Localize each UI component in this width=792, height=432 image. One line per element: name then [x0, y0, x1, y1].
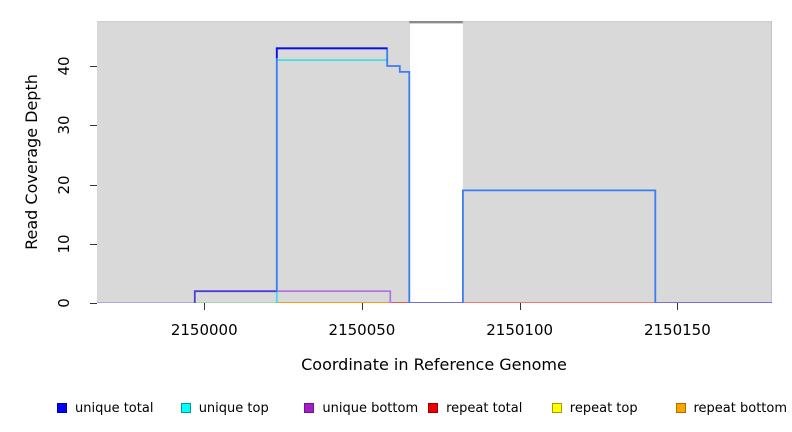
series-unique-bottom — [276, 290, 392, 303]
x-tick-mark — [677, 303, 679, 310]
legend-label: unique total — [75, 400, 154, 416]
y-tick-mark — [90, 303, 97, 304]
x-tick-mark — [204, 303, 206, 310]
y-tick-label: 30 — [55, 115, 73, 135]
legend-label: unique bottom — [322, 400, 419, 416]
legend-item-repeat-top: repeat top — [551, 400, 638, 416]
y-tick-label: 40 — [55, 56, 73, 76]
series-unique-total-low-step — [193, 290, 277, 303]
legend-label: repeat total — [446, 400, 523, 416]
legend-swatch-icon — [675, 403, 686, 413]
legend-swatch-icon — [304, 403, 315, 413]
series-coverage-right-block — [461, 189, 657, 303]
series-unique-total-peak — [275, 47, 388, 59]
x-tick-label: 2150100 — [486, 321, 554, 339]
legend-item-repeat-total: repeat total — [428, 400, 522, 416]
legend-label: repeat bottom — [693, 400, 788, 416]
legend-label: repeat top — [569, 400, 638, 416]
y-tick-mark — [90, 243, 97, 245]
x-tick-label: 2150150 — [643, 321, 711, 339]
x-axis-title: Coordinate in Reference Genome — [301, 355, 567, 374]
y-axis-title: Read Coverage Depth — [22, 74, 41, 250]
x-tick-label: 2150000 — [170, 321, 238, 339]
legend-swatch-icon — [428, 403, 439, 413]
no-data-gap — [410, 21, 463, 303]
y-tick-label: 10 — [55, 234, 73, 254]
legend-swatch-icon — [180, 403, 191, 413]
legend-item-unique-bottom: unique bottom — [304, 400, 418, 416]
y-tick-mark — [90, 125, 97, 127]
x-tick-mark — [361, 303, 363, 310]
legend-swatch-icon — [551, 403, 562, 413]
y-tick-label: 20 — [55, 174, 73, 195]
y-tick-mark — [90, 66, 97, 68]
x-tick-mark — [519, 303, 521, 310]
legend-item-repeat-bottom: repeat bottom — [675, 400, 788, 416]
legend-item-unique-total: unique total — [57, 400, 153, 416]
legend-swatch-icon — [57, 403, 67, 413]
y-tick-label: 0 — [55, 298, 73, 308]
legend-item-unique-top: unique top — [180, 400, 269, 416]
plot-area — [97, 21, 772, 303]
legend-label: unique top — [198, 400, 269, 416]
x-tick-label: 2150050 — [328, 321, 396, 339]
coverage-chart — [97, 21, 772, 303]
y-tick-mark — [90, 184, 97, 186]
